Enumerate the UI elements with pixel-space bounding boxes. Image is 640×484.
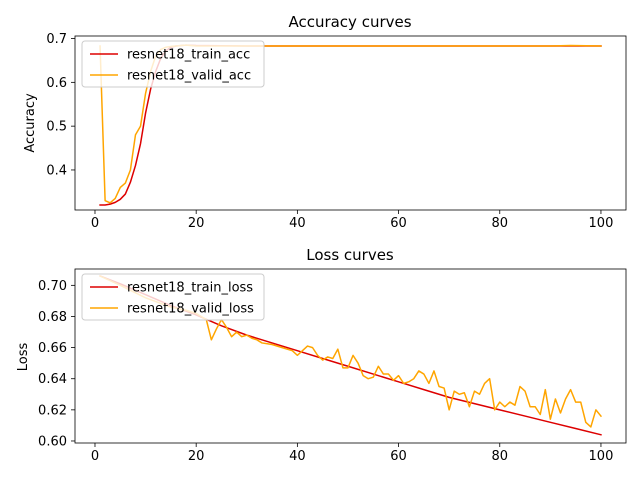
loss-x-tick-label: 100 xyxy=(589,449,614,464)
accuracy-x-tick-label: 80 xyxy=(491,216,508,231)
accuracy-y-tick-label: 0.6 xyxy=(46,76,67,91)
loss-chart-title: Loss curves xyxy=(306,246,394,264)
loss-y-tick-label: 0.68 xyxy=(38,310,67,325)
accuracy-chart: Accuracy curves Accuracy 0 20 40 60 80 100 0.4… xyxy=(23,13,627,231)
accuracy-axes-frame xyxy=(74,35,627,211)
accuracy-y-tick-label: 0.7 xyxy=(46,32,67,47)
resnet18_valid_loss-line xyxy=(99,275,603,428)
loss-legend-box xyxy=(81,273,265,321)
loss-y-tick-label: 0.66 xyxy=(38,341,67,356)
loss-y-tick-label: 0.62 xyxy=(38,403,67,418)
accuracy-x-tick-label: 60 xyxy=(390,216,407,231)
accuracy-x-tick-label: 0 xyxy=(91,216,99,231)
loss-x-tick-label: 40 xyxy=(289,449,306,464)
loss-x-tick-label: 20 xyxy=(188,449,205,464)
accuracy-legend-box xyxy=(81,40,265,88)
accuracy-chart-title: Accuracy curves xyxy=(288,13,411,31)
loss-legend: resnet18_train_loss resnet18_valid_loss xyxy=(81,273,265,321)
resnet18_valid_loss-legend-label: resnet18_valid_loss xyxy=(127,302,254,317)
loss-chart: Loss curves Loss 0 20 40 60 80 100 0.60 0.62 0.6… xyxy=(16,246,627,464)
accuracy-y-axis-label: Accuracy xyxy=(23,93,38,153)
accuracy-legend: resnet18_train_acc resnet18_valid_acc xyxy=(81,40,265,88)
accuracy-x-tick-label: 20 xyxy=(188,216,205,231)
loss-y-tick-label: 0.60 xyxy=(38,434,67,449)
loss-y-axis-label: Loss xyxy=(16,343,31,372)
accuracy-y-tick-label: 0.5 xyxy=(46,120,67,135)
loss-x-tick-label: 0 xyxy=(91,449,99,464)
accuracy-x-tick-label: 100 xyxy=(589,216,614,231)
loss-x-tick-label: 80 xyxy=(491,449,508,464)
accuracy-x-tick-label: 40 xyxy=(289,216,306,231)
loss-y-tick-label: 0.70 xyxy=(38,279,67,294)
resnet18_train_loss-legend-label: resnet18_train_loss xyxy=(127,281,253,296)
loss-x-tick-label: 60 xyxy=(390,449,407,464)
loss-y-tick-label: 0.64 xyxy=(38,372,67,387)
resnet18_train_acc-legend-label: resnet18_train_acc xyxy=(127,48,250,63)
resnet18_valid_acc-legend-label: resnet18_valid_acc xyxy=(127,69,251,84)
accuracy-y-tick-label: 0.4 xyxy=(46,163,67,178)
loss-axes-frame xyxy=(74,268,627,444)
